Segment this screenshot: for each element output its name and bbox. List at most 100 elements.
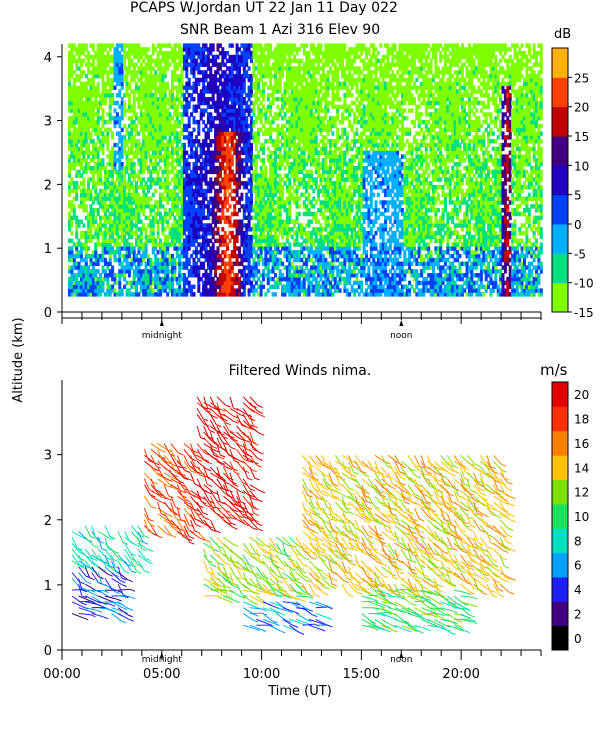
- wind-barb: [223, 419, 230, 431]
- wind-barb-flag: [450, 602, 456, 606]
- wind-barb: [427, 618, 439, 625]
- wind-barb-flag: [120, 620, 127, 624]
- wind-barb-flag: [329, 540, 335, 544]
- wind-barb: [216, 560, 222, 573]
- wind-barb: [78, 566, 87, 577]
- wind-barb: [381, 607, 393, 614]
- wind-barb-flag: [314, 489, 320, 492]
- wind-barb: [440, 595, 451, 604]
- wind-barb: [499, 531, 507, 542]
- wind-barb: [308, 566, 317, 577]
- wind-barb: [150, 525, 158, 537]
- wind-barb: [295, 613, 307, 621]
- wind-barb-flag: [187, 478, 193, 482]
- wind-barb-flag: [326, 617, 333, 620]
- wind-barb-flag: [457, 625, 463, 628]
- wind-barb: [374, 484, 382, 496]
- wind-barb: [223, 542, 232, 553]
- wind-barb: [269, 624, 281, 632]
- wind-barb: [97, 537, 103, 549]
- wind-barb-flag: [253, 507, 259, 511]
- wind-barb-flag: [383, 544, 390, 548]
- wind-barb: [111, 613, 122, 622]
- wind-barb: [183, 484, 192, 495]
- wind-barb-flag: [254, 628, 260, 632]
- wind-barb-flag: [464, 524, 470, 528]
- wind-barb: [348, 537, 354, 549]
- wind-barb: [368, 484, 379, 492]
- wind-barb-flag: [96, 609, 103, 613]
- wind-barb: [242, 495, 252, 507]
- wind-barb-flag: [442, 551, 449, 554]
- wind-barb: [394, 455, 402, 466]
- wind-barb: [308, 490, 319, 499]
- wind-barb-flag: [147, 549, 154, 552]
- wind-barb-flag: [252, 556, 258, 559]
- wind-barb: [91, 548, 99, 560]
- wind-barb-flag: [366, 547, 372, 551]
- wind-barb: [427, 478, 435, 489]
- wind-barb: [499, 495, 510, 505]
- wind-barb: [78, 572, 87, 583]
- wind-barb-flag: [399, 591, 406, 595]
- wind-barb-flag: [271, 586, 277, 590]
- wind-barb-flag: [364, 474, 370, 478]
- wind-barb: [414, 537, 422, 548]
- wind-barb: [473, 578, 479, 590]
- wind-barb: [440, 601, 453, 607]
- wind-barb: [242, 490, 253, 499]
- wind-barb: [420, 507, 430, 518]
- wind-barb-flag: [410, 468, 416, 472]
- wind-barb: [440, 577, 452, 586]
- wind-barb: [414, 478, 421, 490]
- wind-barb: [288, 572, 298, 582]
- wind-barb-flag: [351, 538, 357, 542]
- wind-barb: [249, 566, 257, 578]
- wind-barb: [308, 501, 316, 513]
- wind-barb-flag: [210, 528, 217, 532]
- wind-barb-flag: [510, 496, 516, 500]
- wind-barb: [130, 560, 138, 572]
- wind-barb-flag: [394, 517, 400, 521]
- wind-barb-flag: [312, 614, 318, 618]
- wind-barb: [479, 525, 489, 536]
- time-marker-label: midnight: [142, 331, 183, 341]
- wind-barb: [499, 537, 506, 549]
- wind-barb: [328, 513, 340, 521]
- wind-barb-flag: [324, 521, 330, 525]
- wind-barb: [374, 566, 384, 576]
- wind-barb: [295, 548, 305, 559]
- wind-barb: [479, 566, 486, 578]
- wind-barb: [381, 543, 386, 555]
- wind-barb-flag: [384, 514, 390, 518]
- wind-barb: [420, 584, 426, 596]
- wind-barb: [315, 454, 324, 466]
- wind-barb: [322, 554, 333, 563]
- wind-barb-flag: [280, 612, 286, 616]
- wind-barb: [499, 525, 508, 536]
- wind-barb-flag: [193, 450, 199, 454]
- wind-barb: [334, 455, 343, 466]
- y-axis-label: Altitude (km): [11, 317, 26, 402]
- wind-barb-flag: [79, 581, 85, 585]
- wind-barb: [433, 607, 445, 615]
- wind-barb-flag: [425, 598, 432, 602]
- wind-barb: [486, 554, 494, 566]
- wind-barb-flag: [472, 596, 478, 600]
- wind-barb: [117, 560, 125, 572]
- wind-barb: [361, 507, 368, 520]
- wind-barb: [150, 490, 162, 498]
- wind-barb-flag: [307, 494, 313, 498]
- wind-barb: [236, 496, 243, 508]
- wind-barb-flag: [260, 601, 266, 604]
- wind-barb: [354, 537, 360, 549]
- wind-barb-flag: [114, 591, 120, 594]
- wind-barb-flag: [358, 548, 365, 552]
- wind-barb-flag: [450, 473, 456, 477]
- wind-barb: [367, 478, 376, 490]
- wind-barb-flag: [256, 464, 262, 468]
- wind-barb: [229, 484, 241, 492]
- wind-barb-flag: [204, 517, 210, 521]
- wind-barb-flag: [405, 611, 412, 615]
- wind-barb-flag: [220, 501, 226, 505]
